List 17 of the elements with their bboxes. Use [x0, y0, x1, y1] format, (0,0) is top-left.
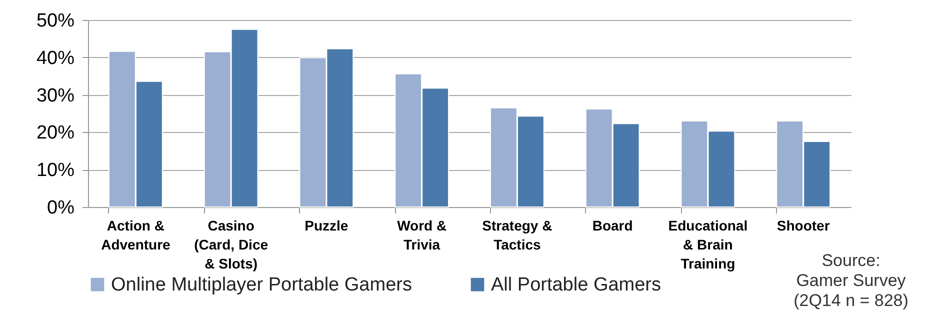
legend-label: Online Multiplayer Portable Gamers [111, 274, 412, 296]
y-tick-label: 50% [36, 10, 75, 32]
x-tick-label: Puzzle [304, 218, 348, 234]
source-note: Source: Gamer Survey (2Q14 n = 828) [794, 251, 908, 310]
y-tick-label: 0% [47, 198, 75, 218]
x-tick-label: Board [592, 218, 633, 234]
x-tick-label: Word & Trivia [397, 218, 447, 252]
x-tick-label: Strategy & Tactics [482, 218, 552, 252]
x-tick-label: Casino (Card, Dice & Slots) [194, 218, 268, 272]
x-tick-label: Shooter [776, 218, 830, 234]
x-tick-label: Action & Adventure [101, 218, 171, 252]
y-tick-label: 40% [36, 48, 75, 69]
y-tick-label: 20% [36, 122, 75, 144]
y-tick-label: 10% [36, 160, 75, 182]
legend-label: All Portable Gamers [491, 274, 662, 296]
x-tick-label: Educational & Brain Training [668, 218, 748, 272]
y-tick-label: 30% [36, 85, 75, 106]
